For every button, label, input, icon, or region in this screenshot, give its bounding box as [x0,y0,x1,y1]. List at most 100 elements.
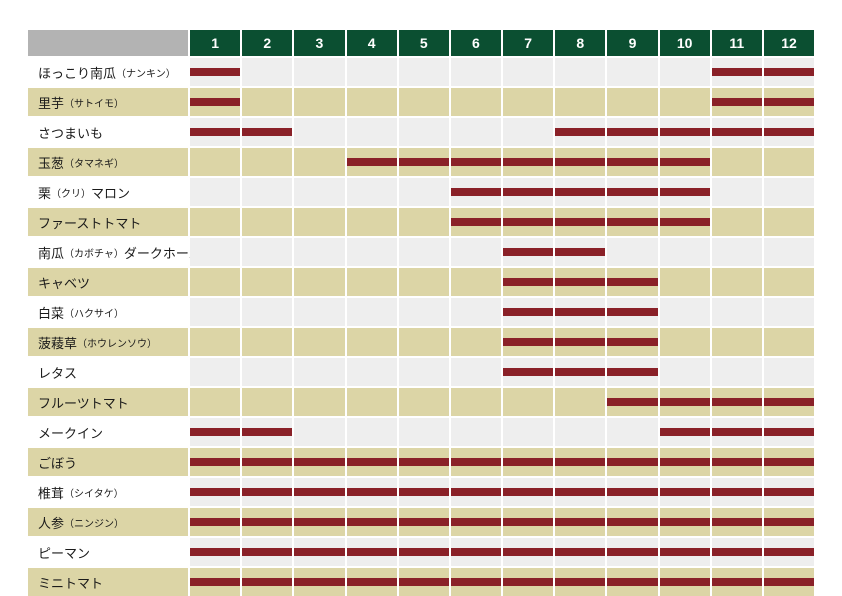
season-bar [764,398,814,406]
label-main: 里芋 [38,93,64,112]
month-cell [399,418,449,446]
row-label: さつまいも [28,118,188,146]
month-cell [712,388,762,416]
month-cell [607,148,657,176]
month-cell [294,478,344,506]
month-cell [399,58,449,86]
month-cell [660,148,710,176]
month-cell [764,118,814,146]
month-cell [607,568,657,596]
season-bar [503,458,553,466]
month-cell [607,178,657,206]
season-bar [399,158,449,166]
season-bar [294,548,344,556]
month-cell [399,568,449,596]
label-reading: （ニンジン） [64,515,124,530]
month-cell [347,478,397,506]
month-cell [294,448,344,476]
label-main: 南瓜 [38,243,64,262]
month-cell [712,418,762,446]
month-cell [660,538,710,566]
season-bar [607,368,657,376]
season-bar [503,248,553,256]
month-cell [451,178,501,206]
month-cell [607,538,657,566]
row-label: ミニトマト [28,568,188,596]
month-cell [451,448,501,476]
season-bar [451,518,501,526]
month-cell [399,328,449,356]
month-cell [660,268,710,296]
month-cell [451,478,501,506]
month-cell [294,298,344,326]
season-bar [294,578,344,586]
season-bar [347,578,397,586]
month-cell [712,208,762,236]
month-cell [503,268,553,296]
season-bar [555,248,605,256]
season-bar [294,518,344,526]
table-row: 玉葱（タマネギ） [28,148,814,176]
month-cell [190,88,240,116]
month-cell [764,418,814,446]
month-cell [764,268,814,296]
season-bar [347,518,397,526]
month-cell [451,388,501,416]
month-cell [399,148,449,176]
table-row: ピーマン [28,538,814,566]
season-bar [764,428,814,436]
row-label: ピーマン [28,538,188,566]
season-bar [660,158,710,166]
month-cell [399,178,449,206]
season-bar [555,308,605,316]
season-bar [555,158,605,166]
season-bar [503,578,553,586]
season-bar [451,458,501,466]
season-bar [294,458,344,466]
season-bar [190,428,240,436]
month-cell [503,148,553,176]
season-bar [503,368,553,376]
label-main: レタス [38,363,77,382]
month-cell [555,568,605,596]
month-cell [242,448,292,476]
month-cell [712,298,762,326]
row-label: 玉葱（タマネギ） [28,148,188,176]
month-cell [347,58,397,86]
month-cell [764,238,814,266]
month-cell [190,208,240,236]
month-cell [190,178,240,206]
season-bar [190,578,240,586]
month-cell [451,238,501,266]
month-cell [242,328,292,356]
month-cell [503,478,553,506]
row-label: フルーツトマト [28,388,188,416]
table-row: 里芋（サトイモ） [28,88,814,116]
season-bar [764,68,814,76]
season-bar [399,458,449,466]
month-cell [503,298,553,326]
row-label: キャベツ [28,268,188,296]
label-main: ファーストトマト [38,213,141,232]
month-cell [503,568,553,596]
month-cell [555,178,605,206]
month-cell [190,118,240,146]
month-cell [347,508,397,536]
month-cell [712,88,762,116]
season-bar [399,488,449,496]
month-cell [660,298,710,326]
season-bar [555,188,605,196]
season-bar [555,548,605,556]
label-main: メークイン [38,423,103,442]
month-header-2: 2 [242,30,292,56]
season-bar [555,128,605,136]
month-cell [347,238,397,266]
label-reading: （シイタケ） [64,485,124,500]
month-cell [764,358,814,386]
month-cell [660,58,710,86]
season-bar [712,548,762,556]
month-cell [347,358,397,386]
row-label: 南瓜（カボチャ）ダークホース [28,238,188,266]
season-bar [347,488,397,496]
label-main: キャベツ [38,273,90,292]
